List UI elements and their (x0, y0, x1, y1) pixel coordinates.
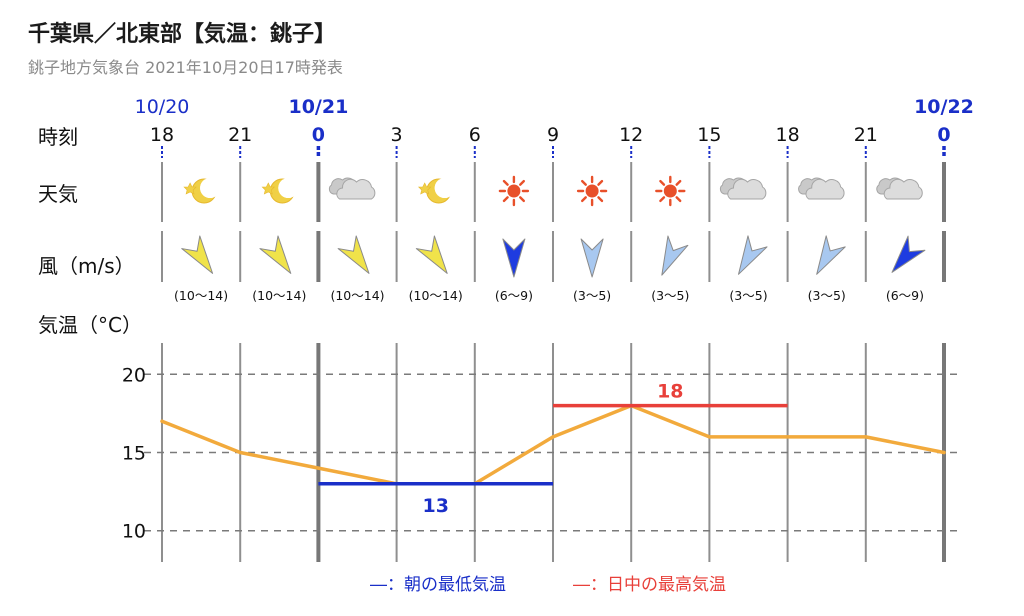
wind-arrow-icon (580, 238, 604, 278)
hour-label: 0 (937, 124, 950, 146)
sun-ray (502, 179, 509, 186)
hour-label: 3 (391, 124, 403, 146)
hour-label: 18 (776, 124, 800, 146)
sun-ray (581, 196, 587, 203)
moon-cutout-2 (200, 178, 221, 198)
moon-cutout-2 (278, 178, 299, 198)
moon-star-icon (183, 178, 221, 204)
wind-arrow-icon (738, 235, 768, 275)
wind-arrow-icon (816, 235, 846, 275)
sun-ray (519, 196, 525, 203)
sun-ray (659, 196, 666, 203)
wind-range-label: (10〜14) (174, 288, 228, 303)
temperature-point (160, 419, 164, 423)
page-title: 千葉県／北東部【気温：銚子】 (28, 22, 337, 47)
sun-core (663, 184, 677, 198)
temperature-point (864, 435, 868, 439)
hour-label: 6 (469, 124, 481, 146)
wind-range-label: (3〜5) (651, 288, 689, 303)
sun-icon (655, 175, 686, 207)
row-label-time: 時刻 (38, 125, 78, 149)
sun-ray (597, 196, 604, 203)
temperature-point (316, 466, 320, 470)
y-tick-label: 20 (122, 364, 146, 386)
wind-range-label: (10〜14) (330, 288, 384, 303)
row-label-temp: 気温（°C） (38, 313, 142, 337)
page-subtitle: 銚子地方気象台 2021年10月20日17時発表 (28, 58, 343, 77)
wind-range-label: (3〜5) (729, 288, 767, 303)
wind-range-label: (6〜9) (495, 288, 533, 303)
sun-ray (597, 179, 604, 186)
row-label-wind: 風（m/s） (38, 254, 135, 278)
sun-ray (675, 179, 682, 186)
cloud-icon (719, 177, 767, 200)
sun-ray (675, 196, 682, 203)
wind-range-label: (10〜14) (409, 288, 463, 303)
cloud-front (883, 178, 923, 200)
date-label: 10/21 (288, 96, 348, 118)
moon-star-icon (417, 178, 455, 204)
temperature-point (551, 435, 555, 439)
star-shape (417, 182, 432, 195)
y-tick-label: 15 (122, 443, 146, 465)
hour-label: 18 (150, 124, 174, 146)
hour-label: 9 (547, 124, 559, 146)
wind-arrow-icon (502, 238, 526, 278)
sun-core (507, 184, 521, 198)
date-label: 10/22 (914, 96, 974, 118)
cloud-icon (798, 177, 845, 200)
moon-cutout-2 (434, 178, 455, 198)
min-temp-label: 13 (422, 495, 448, 517)
y-tick-label: 10 (122, 521, 146, 543)
hour-label: 12 (619, 124, 643, 146)
date-label: 10/20 (135, 96, 190, 118)
star-shape (261, 182, 276, 195)
legend-max-label: ―：日中の最高気温 (573, 575, 726, 595)
cloud-front (336, 178, 376, 200)
legend-min-label: ―：朝の最低気温 (370, 575, 506, 595)
temperature-point (942, 450, 946, 455)
cloud-front (805, 178, 845, 200)
wind-range-label: (6〜9) (886, 288, 924, 303)
temperature-point (786, 435, 790, 439)
wind-arrow-icon (891, 235, 926, 273)
sun-icon (576, 175, 608, 207)
hour-label: 21 (228, 124, 252, 146)
wind-range-label: (3〜5) (808, 288, 846, 303)
temperature-point (238, 450, 242, 455)
max-temp-label: 18 (657, 381, 683, 403)
sun-ray (519, 179, 525, 186)
star-shape (183, 182, 197, 195)
cloud-icon (328, 177, 376, 200)
wind-arrow-icon (181, 235, 214, 274)
sun-core (585, 184, 599, 198)
wind-arrow-icon (337, 235, 370, 274)
cloud-front (727, 178, 767, 200)
sun-icon (498, 175, 530, 207)
hour-label: 21 (854, 124, 878, 146)
wind-range-label: (10〜14) (252, 288, 306, 303)
hour-label: 15 (697, 124, 721, 146)
cloud-icon (876, 177, 923, 200)
row-label-weather: 天気 (38, 182, 78, 206)
wind-range-label: (3〜5) (573, 288, 611, 303)
wind-arrow-icon (259, 235, 292, 274)
wind-arrow-icon (415, 235, 448, 274)
hour-label: 0 (312, 124, 325, 146)
sun-ray (502, 196, 509, 203)
temperature-point (707, 435, 712, 439)
wind-arrow-icon (661, 235, 689, 276)
sun-ray (581, 179, 587, 186)
moon-star-icon (261, 178, 299, 204)
sun-ray (659, 179, 666, 186)
